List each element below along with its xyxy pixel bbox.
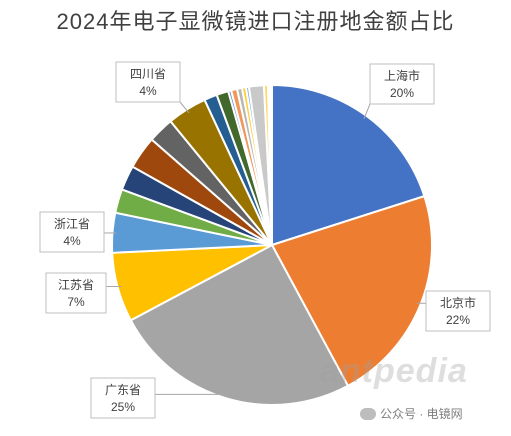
slice-percent-label: 7% [67, 295, 85, 309]
pie-slice-广东省 [129, 243, 350, 406]
pie-slice-北京市 [270, 194, 433, 388]
label-box-四川省 [115, 61, 181, 103]
slice-name-label: 上海市 [384, 68, 420, 83]
slice-percent-label: 25% [111, 400, 135, 414]
leader-line-上海市 [363, 103, 371, 120]
slice-name-label: 江苏省 [58, 278, 94, 292]
slice-percent-label: 4% [139, 84, 157, 98]
pie-labels: 上海市 20% 北京市 22% 广东省 25% 江苏省 7% 浙江省 4% 四川省 4% [39, 61, 491, 419]
pie-label-上海市: 上海市 20% [363, 63, 435, 120]
pie-slices [111, 83, 433, 406]
label-box-北京市 [425, 290, 491, 332]
label-box-浙江省 [39, 211, 105, 253]
pie-slice-19 [266, 83, 273, 246]
chart-title: 2024年电子显微镜进口注册地金额占比 [56, 9, 455, 34]
pie-label-广东省: 广东省 25% [90, 377, 227, 419]
pie-slice-上海市 [271, 83, 426, 247]
source-text: 公众号 · 电镜网 [380, 407, 463, 421]
slice-percent-label: 20% [390, 86, 414, 100]
slice-name-label: 广东省 [105, 383, 141, 397]
pie-label-浙江省: 浙江省 4% [39, 211, 117, 253]
leader-line-四川省 [179, 101, 190, 114]
slice-name-label: 浙江省 [54, 217, 90, 231]
pie-label-江苏省: 江苏省 7% [45, 272, 122, 314]
slice-name-label: 四川省 [130, 67, 166, 81]
label-box-广东省 [90, 377, 156, 419]
slice-percent-label: 22% [446, 313, 470, 327]
pie-label-北京市: 北京市 22% [416, 290, 491, 332]
slice-percent-label: 4% [63, 234, 81, 248]
slice-name-label: 北京市 [440, 295, 476, 310]
watermark-text: antpedia [320, 352, 468, 390]
wechat-icon [360, 408, 376, 420]
pie-label-四川省: 四川省 4% [115, 61, 190, 114]
label-box-江苏省 [45, 272, 107, 314]
label-box-上海市 [369, 63, 435, 105]
source-credit: 公众号 · 电镜网 [360, 405, 463, 422]
